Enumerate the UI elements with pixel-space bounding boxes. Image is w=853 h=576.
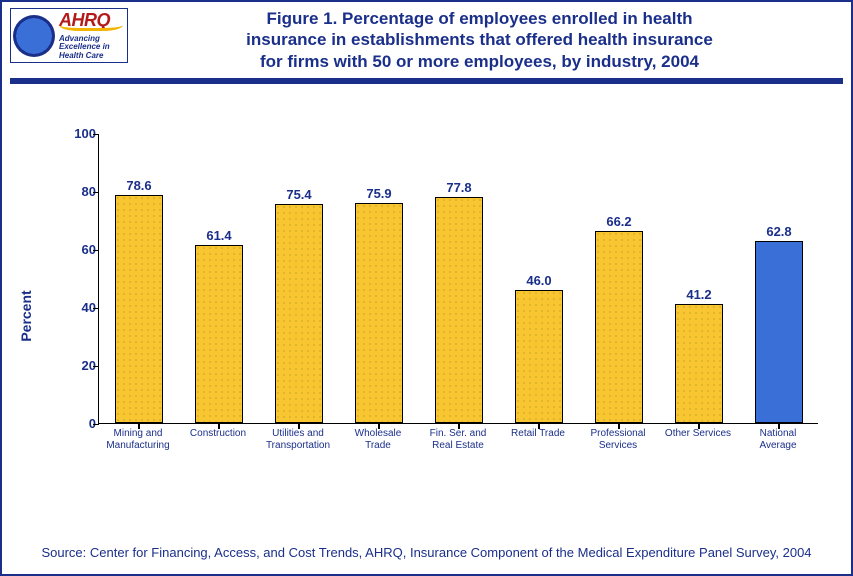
bar: 77.8 bbox=[435, 197, 483, 423]
category-label: Fin. Ser. andReal Estate bbox=[418, 428, 498, 452]
hhs-seal-icon bbox=[13, 15, 55, 57]
ahrq-logo: AHRQ Advancing Excellence in Health Care bbox=[59, 11, 123, 60]
category-label-line: Services bbox=[578, 440, 658, 452]
y-tick-mark bbox=[93, 134, 99, 135]
figure-title: Figure 1. Percentage of employees enroll… bbox=[128, 8, 843, 72]
bar-value-label: 61.4 bbox=[196, 228, 242, 243]
category-label: Construction bbox=[178, 428, 258, 440]
plot-area: 78.6 61.4 75.4 75.9 77.8 46.0 66.2 41.2 62.8 bbox=[98, 134, 818, 424]
category-label: NationalAverage bbox=[738, 428, 818, 452]
bar: 66.2 bbox=[595, 231, 643, 423]
bar-value-label: 41.2 bbox=[676, 287, 722, 302]
category-label-line: Mining and bbox=[98, 428, 178, 440]
bar-value-label: 46.0 bbox=[516, 273, 562, 288]
header-rule bbox=[10, 78, 843, 84]
category-label-line: Real Estate bbox=[418, 440, 498, 452]
y-tick-label: 60 bbox=[68, 242, 96, 257]
category-label-line: Utilities and bbox=[258, 428, 338, 440]
y-axis-label: Percent bbox=[18, 290, 34, 341]
title-line-3: for firms with 50 or more employees, by … bbox=[128, 51, 831, 72]
bar-value-label: 75.4 bbox=[276, 187, 322, 202]
bar-value-label: 66.2 bbox=[596, 214, 642, 229]
ahrq-swoosh-icon bbox=[59, 25, 123, 31]
category-label-line: Fin. Ser. and bbox=[418, 428, 498, 440]
category-label-line: Average bbox=[738, 440, 818, 452]
ahrq-tagline-3: Health Care bbox=[59, 52, 123, 60]
bar-value-label: 77.8 bbox=[436, 180, 482, 195]
header: AHRQ Advancing Excellence in Health Care… bbox=[2, 2, 851, 76]
category-label: ProfessionalServices bbox=[578, 428, 658, 452]
y-tick-label: 100 bbox=[68, 126, 96, 141]
category-label-line: Trade bbox=[338, 440, 418, 452]
y-tick-mark bbox=[93, 192, 99, 193]
category-label-line: Manufacturing bbox=[98, 440, 178, 452]
category-label-line: Retail Trade bbox=[498, 428, 578, 440]
logo-box: AHRQ Advancing Excellence in Health Care bbox=[10, 8, 128, 63]
y-tick-label: 20 bbox=[68, 358, 96, 373]
title-line-1: Figure 1. Percentage of employees enroll… bbox=[128, 8, 831, 29]
y-tick-mark bbox=[93, 366, 99, 367]
bar-value-label: 62.8 bbox=[756, 224, 802, 239]
y-tick-label: 80 bbox=[68, 184, 96, 199]
category-label: Mining andManufacturing bbox=[98, 428, 178, 452]
bar: 78.6 bbox=[115, 195, 163, 423]
bar-chart: Percent 78.661.475.475.977.846.066.241.2… bbox=[54, 126, 834, 506]
category-label: WholesaleTrade bbox=[338, 428, 418, 452]
category-label-line: National bbox=[738, 428, 818, 440]
category-label-line: Professional bbox=[578, 428, 658, 440]
y-tick-label: 0 bbox=[68, 416, 96, 431]
bar-national-average: 62.8 bbox=[755, 241, 803, 423]
category-label-line: Wholesale bbox=[338, 428, 418, 440]
category-label: Utilities andTransportation bbox=[258, 428, 338, 452]
y-tick-mark bbox=[93, 250, 99, 251]
category-label-line: Other Services bbox=[658, 428, 738, 440]
category-label-line: Transportation bbox=[258, 440, 338, 452]
y-tick-mark bbox=[93, 424, 99, 425]
bar-value-label: 78.6 bbox=[116, 178, 162, 193]
source-note: Source: Center for Financing, Access, an… bbox=[2, 545, 851, 560]
bar: 61.4 bbox=[195, 245, 243, 423]
bar-value-label: 75.9 bbox=[356, 186, 402, 201]
category-label: Other Services bbox=[658, 428, 738, 440]
bar: 75.9 bbox=[355, 203, 403, 423]
title-line-2: insurance in establishments that offered… bbox=[128, 29, 831, 50]
category-label-line: Construction bbox=[178, 428, 258, 440]
bar: 75.4 bbox=[275, 204, 323, 423]
figure-frame: AHRQ Advancing Excellence in Health Care… bbox=[0, 0, 853, 576]
bar: 41.2 bbox=[675, 304, 723, 423]
y-tick-mark bbox=[93, 308, 99, 309]
bar: 46.0 bbox=[515, 290, 563, 423]
category-label: Retail Trade bbox=[498, 428, 578, 440]
y-tick-label: 40 bbox=[68, 300, 96, 315]
